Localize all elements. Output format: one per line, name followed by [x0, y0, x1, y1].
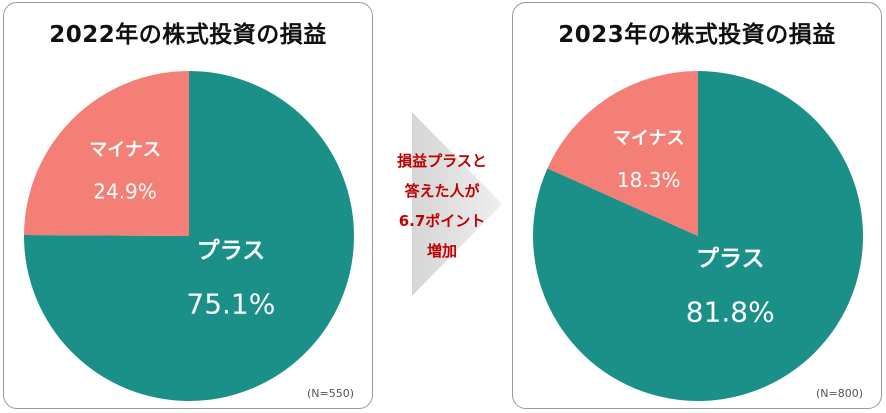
annotation-line-1: 損益プラスと [397, 152, 487, 170]
pie-chart-2022: プラス 75.1% マイナス 24.9% [23, 70, 354, 401]
pie-slice-minus [547, 71, 698, 236]
chart-title-2022: 2022年の株式投資の損益 [49, 22, 327, 48]
slice-label-plus: プラス [197, 238, 266, 264]
annotation-line-2: 答えた人が [404, 182, 480, 200]
chart-title-2023: 2023年の株式投資の損益 [558, 22, 836, 48]
annotation-line-3: 6.7ポイント [398, 212, 486, 230]
slice-label-minus: マイナス [613, 128, 685, 149]
sample-size-2023: (N=800) [815, 387, 863, 400]
pie-chart-2023: プラス 81.8% マイナス 18.3% [533, 71, 863, 401]
change-annotation: 損益プラスと 答えた人が 6.7ポイント 増加 [380, 146, 504, 266]
chart-card-2022: 2022年の株式投資の損益 プラス 75.1% マイナス 24.9% (N=550) [3, 2, 373, 409]
slice-value-plus: 75.1% [186, 288, 275, 321]
arrow-shape [412, 112, 502, 296]
slice-value-minus: 24.9% [93, 180, 157, 204]
slice-label-minus: マイナス [89, 140, 161, 161]
annotation-line-4: 増加 [426, 242, 457, 260]
change-arrow: 損益プラスと 答えた人が 6.7ポイント 増加 [380, 108, 504, 300]
slice-value-minus: 18.3% [617, 168, 681, 192]
slice-label-plus: プラス [696, 246, 765, 272]
chart-card-2023: 2023年の株式投資の損益 プラス 81.8% マイナス 18.3% (N=800) [512, 2, 882, 409]
slice-value-plus: 81.8% [686, 295, 775, 328]
pie-slice-minus [24, 70, 189, 236]
sample-size-2022: (N=550) [306, 387, 354, 400]
